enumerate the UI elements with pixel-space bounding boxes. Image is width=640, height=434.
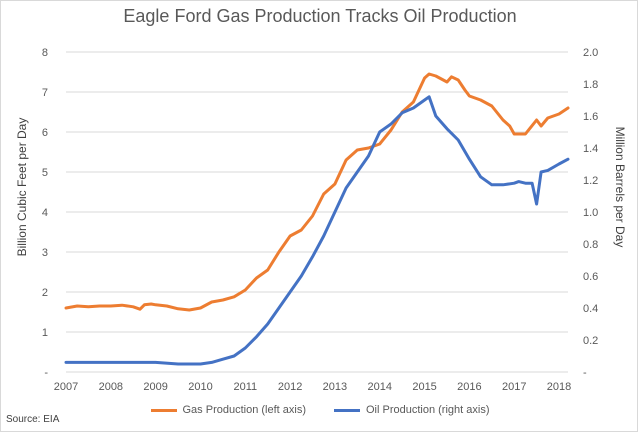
y-left-tick-label: 7: [42, 87, 48, 99]
y-right-tick-label: 1.8: [583, 79, 598, 91]
x-tick-label: 2010: [188, 381, 212, 393]
y-axis-right-label: Million Barrels per Day: [613, 126, 627, 248]
legend: Gas Production (left axis) Oil Productio…: [0, 404, 640, 416]
y-right-tick-label: 1.2: [583, 175, 598, 187]
left-axis-ticks: - 1 2 3 4 5 6 7 8: [42, 47, 48, 379]
source-note: Source: EIA: [6, 414, 60, 425]
x-axis-ticks: 2007 2008 2009 2010 2011 2012 2013 2014 2015 2016…: [54, 381, 572, 393]
x-tick-label: 2007: [54, 381, 78, 393]
y-right-tick-label: -: [583, 367, 587, 379]
y-left-tick-label: 5: [42, 167, 48, 179]
chart-title: Eagle Ford Gas Production Tracks Oil Pro…: [123, 6, 517, 26]
y-right-tick-label: 1.6: [583, 111, 598, 123]
series-line-gas: [64, 72, 570, 312]
y-right-tick-label: 1.0: [583, 207, 598, 219]
legend-swatch-gas: [150, 408, 177, 412]
y-left-tick-label: -: [44, 367, 48, 379]
x-tick-label: 2013: [323, 381, 347, 393]
y-left-tick-label: 8: [42, 47, 48, 59]
y-left-tick-label: 6: [42, 127, 48, 139]
y-right-tick-label: 0.6: [583, 271, 598, 283]
y-axis-left-label: Billion Cubic Feet per Day: [15, 117, 29, 257]
legend-label-oil: Oil Production (right axis): [366, 404, 490, 416]
x-tick-label: 2008: [99, 381, 123, 393]
x-tick-label: 2011: [233, 381, 257, 393]
x-tick-label: 2018: [547, 381, 571, 393]
series-line-oil: [64, 95, 570, 366]
legend-item-oil: Oil Production (right axis): [334, 404, 490, 416]
y-left-tick-label: 2: [42, 287, 48, 299]
y-right-tick-label: 2.0: [583, 47, 598, 59]
x-tick-label: 2015: [412, 381, 436, 393]
x-tick-label: 2017: [502, 381, 526, 393]
x-tick-label: 2009: [143, 381, 167, 393]
y-left-tick-label: 3: [42, 247, 48, 259]
x-tick-label: 2016: [457, 381, 481, 393]
y-right-tick-label: 0.8: [583, 239, 598, 251]
y-left-tick-label: 4: [42, 207, 48, 219]
y-left-tick-label: 1: [42, 327, 48, 339]
series-lines: [64, 72, 570, 366]
y-right-tick-label: 1.4: [583, 143, 598, 155]
legend-item-gas: Gas Production (left axis): [150, 404, 307, 416]
y-right-tick-label: 0.4: [583, 303, 598, 315]
right-axis-ticks: - 0.2 0.4 0.6 0.8 1.0 1.2 1.4 1.6 1.8 2.0: [583, 47, 598, 379]
x-tick-label: 2012: [278, 381, 302, 393]
legend-swatch-oil: [334, 408, 360, 412]
gridlines: [66, 51, 568, 373]
x-tick-label: 2014: [368, 381, 392, 393]
legend-label-gas: Gas Production (left axis): [182, 404, 307, 416]
y-right-tick-label: 0.2: [583, 335, 598, 347]
